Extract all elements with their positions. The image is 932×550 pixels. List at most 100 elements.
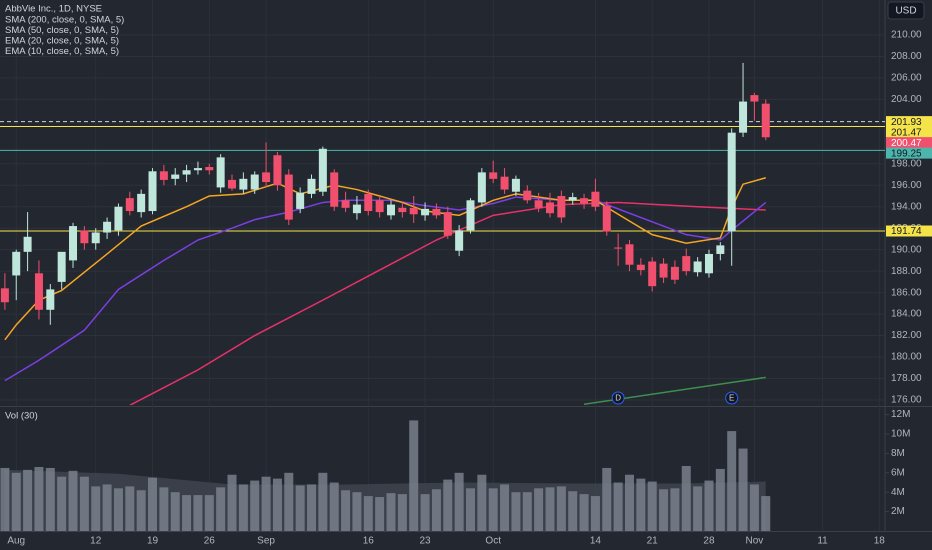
volume-bar xyxy=(443,479,453,531)
x-tick-label: Aug xyxy=(7,536,25,547)
volume-bar xyxy=(693,486,703,531)
volume-bar xyxy=(375,497,385,531)
volume-bar xyxy=(159,487,169,531)
y-tick-label: 176.00 xyxy=(891,395,922,406)
volume-bar xyxy=(602,467,612,531)
candle-body xyxy=(284,174,293,220)
volume-bar xyxy=(545,487,555,531)
candle-body xyxy=(682,256,691,272)
x-tick-label: 19 xyxy=(147,536,159,547)
candle-body xyxy=(182,170,191,175)
candle-body xyxy=(205,167,214,171)
volume-bar xyxy=(238,484,248,531)
y-tick-label: 4M xyxy=(891,487,905,498)
volume-bar xyxy=(329,482,339,531)
candle-body xyxy=(614,247,623,249)
currency[interactable]: USD xyxy=(895,6,916,17)
volume-bar xyxy=(352,492,362,531)
candle-body xyxy=(23,236,32,252)
candle-body xyxy=(421,208,430,216)
price-label: 200.47 xyxy=(891,138,922,149)
volume-bar xyxy=(397,494,407,531)
volume-bar xyxy=(136,490,146,531)
event-label: D xyxy=(615,394,621,403)
x-tick-label: 21 xyxy=(647,536,659,547)
price-label-box xyxy=(886,137,932,149)
volume-bar xyxy=(590,496,600,531)
price-label-box xyxy=(886,225,932,237)
y-tick-label: 210.00 xyxy=(891,30,922,41)
price-pane xyxy=(0,62,885,405)
x-tick-label: 14 xyxy=(590,536,602,547)
x-tick-label: Oct xyxy=(485,536,501,547)
candle-body xyxy=(432,208,441,216)
volume-bar xyxy=(216,487,226,531)
volume-bar xyxy=(102,484,112,531)
candle-body xyxy=(636,264,645,271)
y-tick-label: 178.00 xyxy=(891,373,922,384)
axes: Aug 12 19 26 Sep 16 23 Oct 14 21 28 Nov 11 18 176.00 17… xyxy=(7,30,932,547)
x-tick-label: 16 xyxy=(363,536,375,547)
volume-bar xyxy=(738,448,748,531)
volume-bar xyxy=(420,494,430,531)
candle-body xyxy=(500,176,509,190)
y-tick-label: 184.00 xyxy=(891,309,922,320)
volume-bar xyxy=(318,472,328,531)
candle-body xyxy=(648,261,657,287)
candle-body xyxy=(250,174,259,190)
volume-bar xyxy=(431,489,441,531)
volume-bar xyxy=(45,467,55,531)
candle-body xyxy=(489,172,498,179)
volume-bar xyxy=(647,481,657,531)
volume-bar xyxy=(363,496,373,531)
volume-bar xyxy=(148,477,158,531)
volume-bar xyxy=(522,492,532,531)
price-label-box xyxy=(886,147,932,159)
candle-body xyxy=(511,178,520,192)
candle-body xyxy=(693,261,702,273)
x-tick-label: Sep xyxy=(257,536,275,547)
y-tick-label: 6M xyxy=(891,467,905,478)
candle-body xyxy=(409,207,418,215)
candle-body xyxy=(148,171,157,212)
candle-body xyxy=(386,204,395,216)
currency-box[interactable] xyxy=(887,1,925,20)
volume-bar xyxy=(0,467,10,531)
candle-body xyxy=(34,273,43,310)
candle-body xyxy=(318,148,327,192)
price-label: 201.47 xyxy=(891,127,922,138)
candle-body xyxy=(557,196,566,218)
y-tick-label: 186.00 xyxy=(891,287,922,298)
candle-body xyxy=(659,263,668,278)
y-tick-label: 180.00 xyxy=(891,352,922,363)
volume-bar xyxy=(227,474,237,531)
volume-bar xyxy=(261,476,271,531)
indicator-name: EMA (20, close, 0, SMA, 5) xyxy=(5,36,119,47)
volume-bar xyxy=(125,486,135,531)
candle-body xyxy=(545,202,554,214)
volume-bar xyxy=(68,470,78,531)
y-tick-label: 2M xyxy=(891,506,905,517)
volume-bar xyxy=(409,420,419,531)
candle-body xyxy=(727,132,736,232)
price-label: 199.25 xyxy=(891,148,922,159)
candle-body xyxy=(262,172,271,183)
y-tick-label: 204.00 xyxy=(891,94,922,105)
candle-body xyxy=(91,232,100,244)
volume-bar xyxy=(511,492,521,531)
candle-body xyxy=(398,207,407,213)
candle-body xyxy=(375,200,384,213)
volume-bar xyxy=(727,431,737,531)
candle-body xyxy=(591,191,600,207)
candle-body xyxy=(159,171,168,180)
volume-bar xyxy=(11,472,21,531)
candle-body xyxy=(580,198,589,204)
candle-body xyxy=(523,190,532,201)
volume-bar xyxy=(341,490,351,531)
volume-bar xyxy=(193,495,203,531)
volume-bar xyxy=(272,478,282,531)
candle-body xyxy=(477,172,486,203)
y-tick-label: 198.00 xyxy=(891,158,922,169)
volume-bar xyxy=(761,496,771,531)
